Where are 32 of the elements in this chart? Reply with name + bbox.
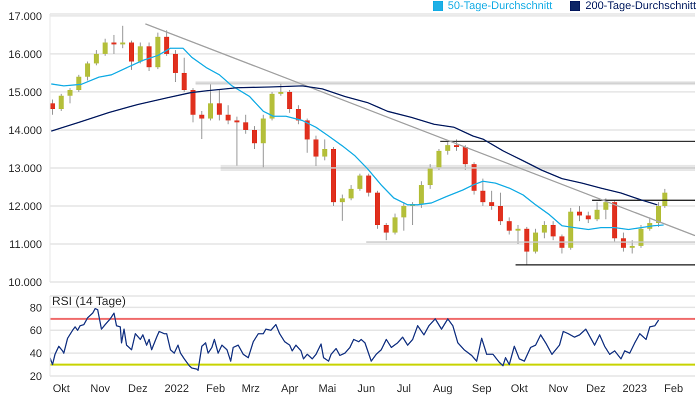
- x-tick-label: Dez: [586, 382, 606, 395]
- x-tick-label: Feb: [206, 382, 226, 395]
- y-tick-label: 14.000: [8, 124, 42, 137]
- chart-title: RSI (14 Tage): [52, 294, 126, 308]
- y-tick-label: 11.000: [9, 238, 42, 251]
- y-tick-label: 10.000: [8, 276, 42, 289]
- x-tick-label: Nov: [548, 382, 568, 395]
- x-tick-label: Mrz: [242, 382, 260, 395]
- x-tick-label: Mai: [318, 382, 336, 395]
- y-tick-label: 20: [30, 370, 42, 383]
- legend-label: 50-Tage-Durchschnitt: [448, 0, 552, 12]
- x-tick-label: Feb: [664, 382, 684, 395]
- x-tick-label: Okt: [510, 382, 528, 395]
- x-tick-label: Jul: [396, 382, 411, 395]
- x-tick-label: Dez: [128, 382, 148, 395]
- y-tick-label: 12.000: [8, 200, 42, 213]
- y-tick-label: 40: [30, 348, 42, 360]
- legend-label: 200-Tage-Durchschnitt: [585, 0, 696, 12]
- x-tick-label: 2023: [622, 382, 648, 395]
- y-tick-label: 13.000: [8, 162, 42, 175]
- x-tick-label: Aug: [432, 382, 453, 395]
- x-tick-label: Apr: [281, 382, 299, 395]
- y-tick-label: 17.000: [8, 10, 42, 23]
- y-tick-label: 80: [30, 302, 42, 314]
- y-tick-label: 60: [30, 325, 42, 338]
- x-tick-label: Nov: [90, 382, 110, 395]
- x-tick-label: 2022: [164, 382, 189, 395]
- x-tick-label: Sep: [472, 382, 492, 395]
- x-tick-label: Jun: [357, 382, 376, 395]
- y-tick-label: 16.000: [8, 48, 42, 61]
- y-tick-label: 15.000: [8, 86, 42, 99]
- x-tick-label: Okt: [52, 382, 70, 395]
